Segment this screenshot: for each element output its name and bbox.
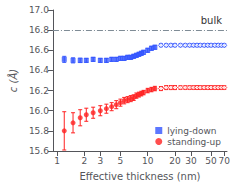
svg-text:17.0: 17.0 — [29, 5, 49, 15]
svg-text:15.6: 15.6 — [29, 146, 49, 156]
svg-text:70: 70 — [219, 156, 231, 166]
svg-text:3: 3 — [97, 156, 103, 166]
svg-text:16.2: 16.2 — [29, 86, 49, 96]
svg-text:lying-down: lying-down — [167, 126, 216, 136]
svg-text:standing-up: standing-up — [167, 137, 221, 147]
svg-text:1: 1 — [54, 156, 60, 166]
svg-text:20: 20 — [169, 156, 181, 166]
svg-text:16.8: 16.8 — [29, 25, 49, 35]
svg-text:bulk: bulk — [201, 15, 222, 26]
svg-text:2: 2 — [81, 156, 87, 166]
svg-text:50: 50 — [205, 156, 217, 166]
svg-text:10: 10 — [142, 156, 154, 166]
svg-text:16.4: 16.4 — [29, 65, 49, 75]
svg-text:16.0: 16.0 — [29, 106, 49, 116]
svg-text:16.6: 16.6 — [29, 45, 49, 55]
svg-text:Effective thickness (nm): Effective thickness (nm) — [79, 171, 200, 182]
svg-text:15.8: 15.8 — [29, 126, 49, 136]
svg-text:30: 30 — [185, 156, 197, 166]
svg-text:5: 5 — [118, 156, 124, 166]
svg-text:c (Å): c (Å) — [7, 69, 19, 92]
